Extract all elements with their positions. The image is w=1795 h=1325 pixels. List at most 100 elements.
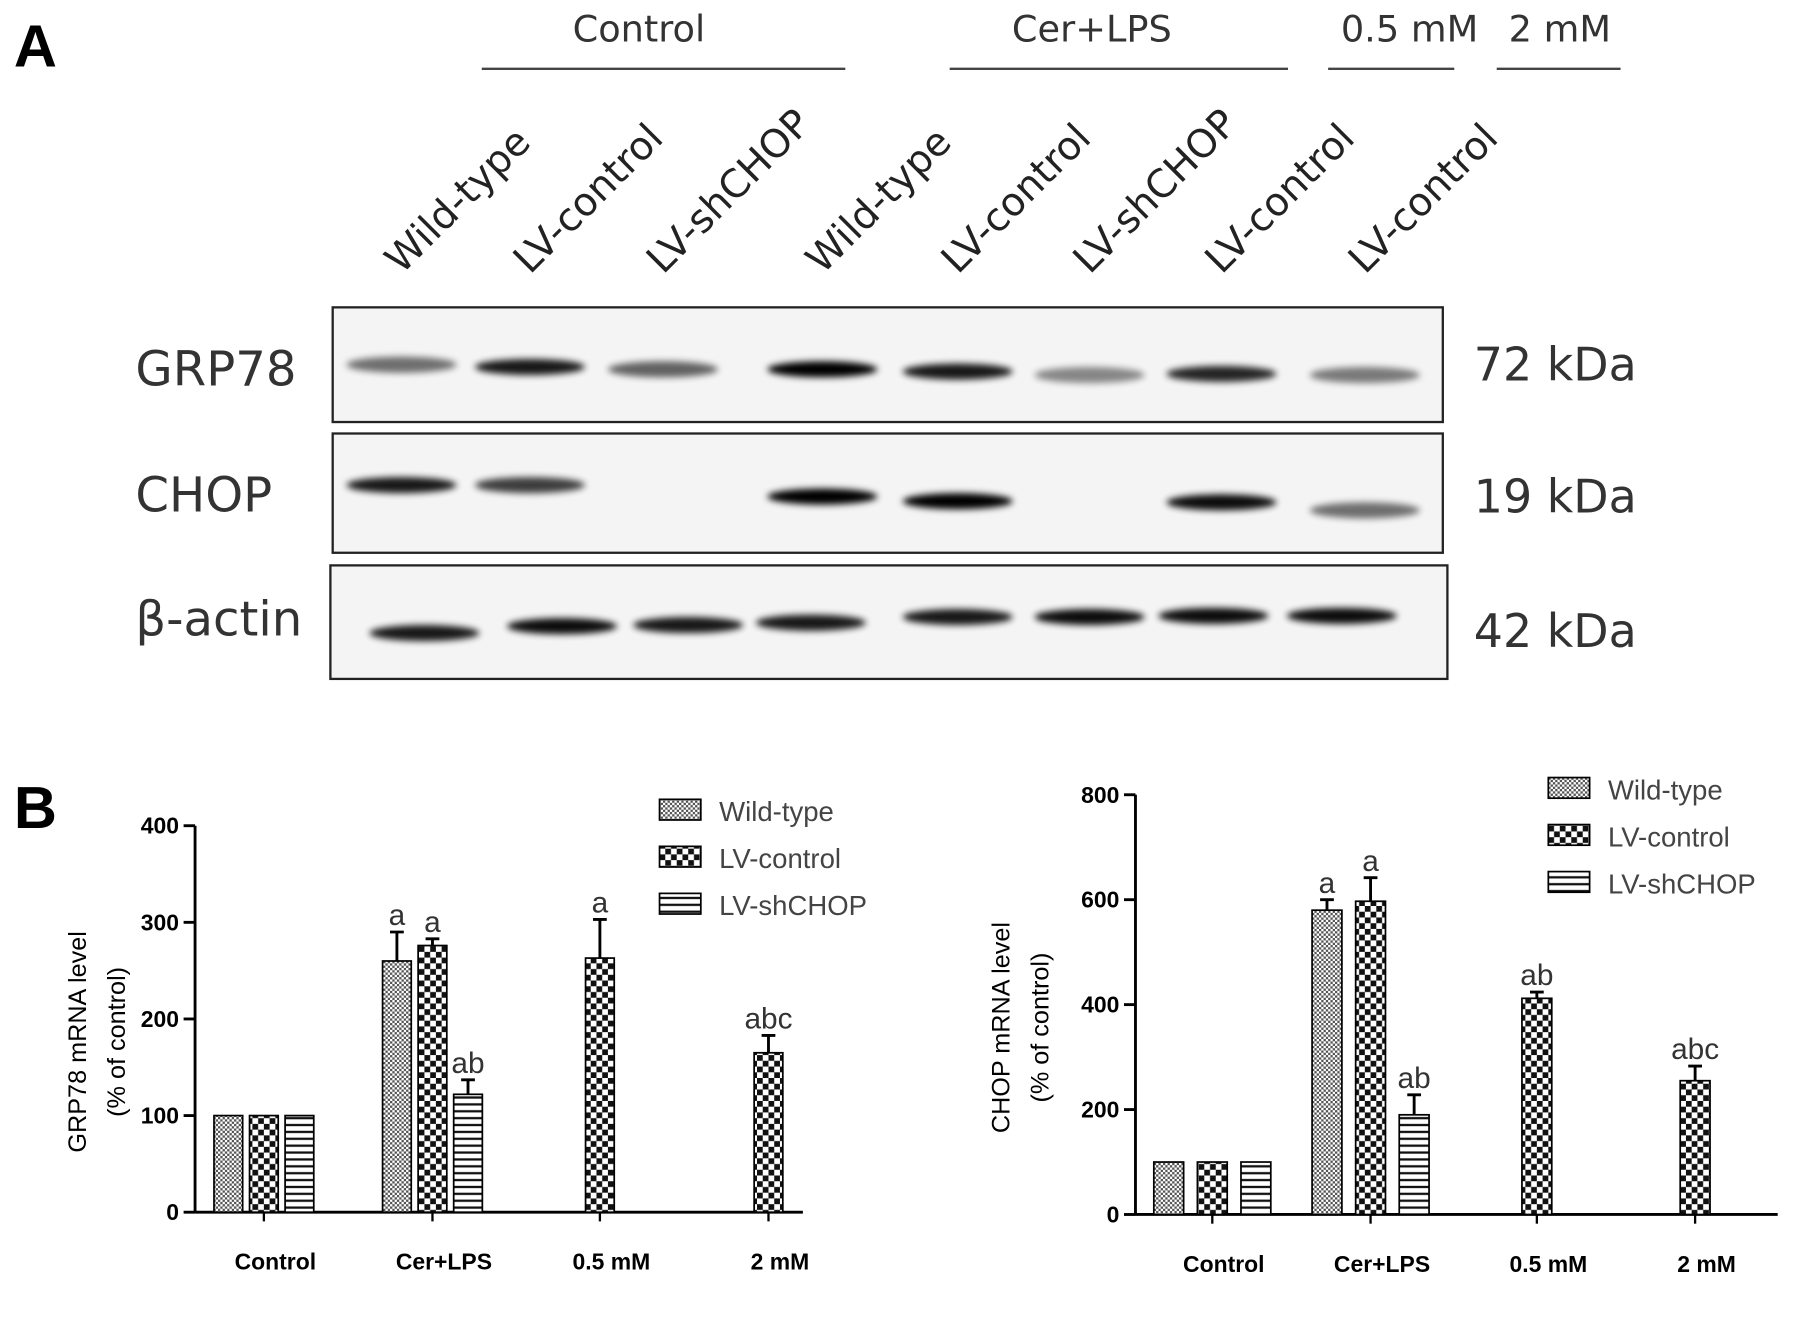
band xyxy=(1034,366,1145,384)
band xyxy=(767,488,878,505)
bar xyxy=(1152,1161,1185,1216)
y-tick-label: 0 xyxy=(1107,1202,1120,1228)
size-label: 42 kDa xyxy=(1474,604,1637,658)
band xyxy=(902,363,1013,380)
band xyxy=(1309,366,1420,384)
annotation: a xyxy=(389,899,406,932)
error-bar xyxy=(461,1078,475,1095)
band xyxy=(346,477,457,494)
error-bar xyxy=(1407,1093,1422,1115)
annotation: a xyxy=(424,906,441,939)
bar xyxy=(381,960,413,1214)
lane-label: LV-control xyxy=(1340,115,1507,282)
protein-label: CHOP xyxy=(135,467,272,523)
y-tick-label: 200 xyxy=(1081,1097,1119,1123)
band xyxy=(346,356,457,373)
lane-label: Wild-type xyxy=(798,119,961,282)
band xyxy=(607,361,719,378)
y-tick-label: 400 xyxy=(141,813,179,839)
legend-label: LV-control xyxy=(719,843,841,874)
band xyxy=(755,614,866,631)
annotation: a xyxy=(592,887,609,920)
legend-label: LV-shCHOP xyxy=(1608,868,1756,899)
error-bar xyxy=(425,937,440,946)
legend-swatch xyxy=(658,845,702,868)
x-tick-label: Cer+LPS xyxy=(396,1249,492,1275)
band xyxy=(1166,494,1277,511)
y-axis-label: (% of control) xyxy=(1026,953,1054,1103)
bar xyxy=(1398,1113,1430,1216)
legend-swatch xyxy=(1547,776,1591,800)
lane-label: LV-shCHOP xyxy=(638,101,819,282)
legend-label: Wild-type xyxy=(719,796,834,827)
band xyxy=(507,618,618,635)
protein-label: β-actin xyxy=(135,591,302,647)
bar xyxy=(1679,1079,1711,1216)
bar xyxy=(284,1114,315,1214)
western-blot xyxy=(329,306,1449,681)
y-axis-label: (% of control) xyxy=(103,967,131,1117)
bar xyxy=(1521,997,1553,1216)
panel-label: B xyxy=(14,774,57,841)
bar xyxy=(1240,1161,1272,1216)
bar xyxy=(1311,909,1343,1216)
error-bar xyxy=(1363,876,1378,902)
y-tick-label: 200 xyxy=(141,1006,179,1032)
group-label: 0.5 mM xyxy=(1341,7,1478,50)
x-tick-label: 0.5 mM xyxy=(1509,1251,1587,1277)
group-label: Control xyxy=(573,7,706,50)
y-tick-label: 0 xyxy=(166,1199,179,1225)
band xyxy=(767,361,878,378)
band xyxy=(369,625,480,642)
blot-box xyxy=(329,564,1449,681)
error-bar xyxy=(1529,990,1544,999)
x-tick-label: 2 mM xyxy=(1677,1251,1736,1277)
x-tick-label: Cer+LPS xyxy=(1334,1251,1430,1277)
annotation: a xyxy=(1319,867,1336,900)
band xyxy=(474,358,585,376)
error-bar xyxy=(390,930,404,961)
annotation: abc xyxy=(1671,1033,1719,1066)
protein-label: GRP78 xyxy=(135,341,296,397)
size-label: 72 kDa xyxy=(1474,338,1637,392)
band xyxy=(902,493,1013,510)
bar xyxy=(248,1114,280,1214)
legend-swatch xyxy=(1547,823,1591,847)
legend-swatch xyxy=(658,892,702,915)
legend-swatch xyxy=(1547,870,1591,894)
band xyxy=(1166,365,1277,382)
legend-label: LV-shCHOP xyxy=(719,890,867,921)
bar xyxy=(753,1051,784,1214)
legend-label: LV-control xyxy=(1608,821,1730,852)
size-label: 19 kDa xyxy=(1474,470,1637,524)
band xyxy=(1309,502,1420,519)
bar xyxy=(452,1093,484,1214)
legend-label: Wild-type xyxy=(1608,774,1723,805)
annotation: abc xyxy=(744,1003,792,1036)
band xyxy=(902,608,1013,626)
bar xyxy=(584,957,616,1214)
y-tick-label: 800 xyxy=(1081,782,1119,808)
band xyxy=(633,616,744,634)
x-tick-label: Control xyxy=(235,1249,316,1275)
bar xyxy=(1354,900,1387,1216)
legend-swatch xyxy=(658,798,702,821)
blot-box xyxy=(331,432,1444,554)
y-tick-label: 600 xyxy=(1081,887,1119,913)
bar xyxy=(417,944,448,1214)
error-bar xyxy=(761,1033,776,1053)
group-label: 2 mM xyxy=(1509,7,1611,50)
y-axis-label: GRP78 mRNA level xyxy=(64,931,92,1152)
group-label: Cer+LPS xyxy=(1012,7,1172,50)
y-tick-label: 400 xyxy=(1081,992,1119,1018)
band xyxy=(1034,608,1145,626)
annotation: a xyxy=(1362,845,1379,878)
error-bar xyxy=(593,918,607,959)
x-tick-label: 0.5 mM xyxy=(573,1249,651,1275)
annotation: ab xyxy=(1520,959,1553,992)
bar xyxy=(1196,1161,1229,1216)
error-bar xyxy=(1320,898,1334,911)
x-tick-label: Control xyxy=(1183,1251,1264,1277)
error-bar xyxy=(1688,1064,1703,1081)
